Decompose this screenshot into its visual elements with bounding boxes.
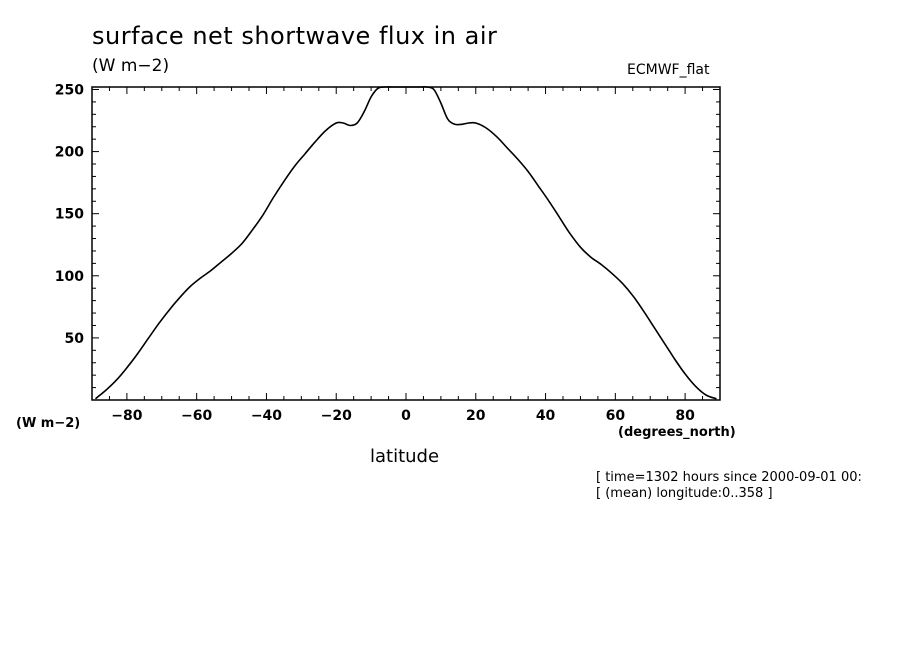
y-tick-label: 100 <box>55 269 84 285</box>
x-tick-label: 60 <box>606 408 626 424</box>
y-tick-label: 50 <box>65 331 85 347</box>
y-tick-label: 150 <box>55 207 84 223</box>
x-tick-label: 80 <box>675 408 695 424</box>
plot-frame <box>91 86 721 401</box>
chart-units: (W m−2) <box>92 56 170 76</box>
time-note: [ time=1302 hours since 2000-09-01 00: <box>596 470 862 485</box>
x-axis-label: latitude <box>370 446 440 467</box>
x-tick-label: 0 <box>401 408 411 424</box>
y-tick-label: 250 <box>55 82 84 98</box>
x-axis-units-label: (degrees_north) <box>618 425 736 440</box>
series-line <box>94 86 717 400</box>
longitude-note: [ (mean) longitude:0..358 ] <box>596 486 773 501</box>
x-tick-label: 40 <box>536 408 556 424</box>
x-tick-label: −20 <box>321 408 352 424</box>
axis-ticks <box>91 87 721 400</box>
chart-title: surface net shortwave flux in air <box>92 22 498 50</box>
x-tick-label: −40 <box>251 408 282 424</box>
x-tick-label: 20 <box>466 408 486 424</box>
x-tick-label: −60 <box>181 408 212 424</box>
x-tick-label: −80 <box>111 408 142 424</box>
tick-labels: −80 −60 −40 −20 0 20 40 60 80 50 100 150 200 250 <box>55 82 695 424</box>
y-axis-units-label: (W m−2) <box>16 416 81 431</box>
y-tick-label: 200 <box>55 145 84 161</box>
dataset-label: ECMWF_flat <box>627 62 710 78</box>
